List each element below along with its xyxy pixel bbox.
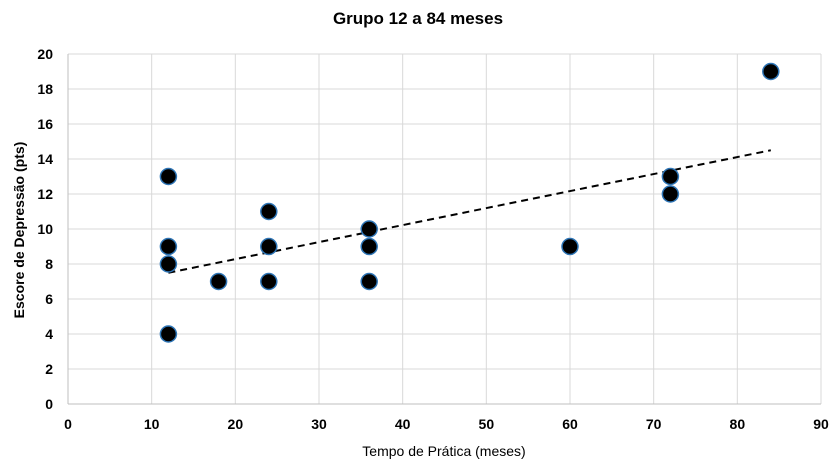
chart-title: Grupo 12 a 84 meses xyxy=(333,9,503,28)
grid xyxy=(68,53,822,404)
data-point xyxy=(360,220,378,238)
x-tick-label: 0 xyxy=(64,416,72,432)
data-point xyxy=(661,185,680,203)
trendline-group xyxy=(168,149,771,274)
data-point xyxy=(260,202,278,221)
y-tick-label: 8 xyxy=(45,256,53,272)
y-axis-title: Escore de Depressão (pts) xyxy=(11,142,27,319)
x-tick-label: 40 xyxy=(395,416,411,432)
y-tick-label: 10 xyxy=(37,221,53,237)
data-point xyxy=(762,62,780,81)
data-point xyxy=(561,237,579,256)
y-tick-label: 2 xyxy=(45,361,53,377)
data-point xyxy=(159,237,178,256)
y-tick-label: 4 xyxy=(45,326,53,342)
x-tick-label: 50 xyxy=(479,416,495,432)
tick-labels: 0 10 20 30 40 50 60 70 80 90 0 2 4 6 8 10 12 14 16 18 20 xyxy=(37,46,829,432)
data-point xyxy=(260,237,278,256)
data-point xyxy=(661,167,680,186)
data-point xyxy=(159,325,178,343)
data-points xyxy=(159,62,780,343)
data-point xyxy=(260,272,278,291)
axes xyxy=(67,54,821,405)
x-tick-label: 20 xyxy=(228,416,244,432)
data-point xyxy=(209,272,228,291)
y-tick-label: 12 xyxy=(37,186,53,202)
y-tick-label: 18 xyxy=(37,81,53,97)
x-tick-label: 60 xyxy=(562,416,578,432)
x-axis-title: Tempo de Prática (meses) xyxy=(362,443,525,459)
data-point xyxy=(159,255,178,273)
y-tick-label: 20 xyxy=(37,46,53,62)
y-tick-label: 0 xyxy=(45,396,53,412)
x-tick-label: 30 xyxy=(311,416,327,432)
y-tick-label: 14 xyxy=(37,151,53,167)
x-tick-label: 80 xyxy=(730,416,746,432)
y-tick-label: 16 xyxy=(37,116,53,132)
x-tick-label: 90 xyxy=(813,416,829,432)
trendline xyxy=(168,149,771,274)
x-tick-label: 10 xyxy=(144,416,160,432)
data-point xyxy=(159,167,178,186)
data-point xyxy=(360,237,378,256)
y-tick-label: 6 xyxy=(45,291,53,307)
data-point xyxy=(360,272,378,291)
x-tick-label: 70 xyxy=(646,416,662,432)
